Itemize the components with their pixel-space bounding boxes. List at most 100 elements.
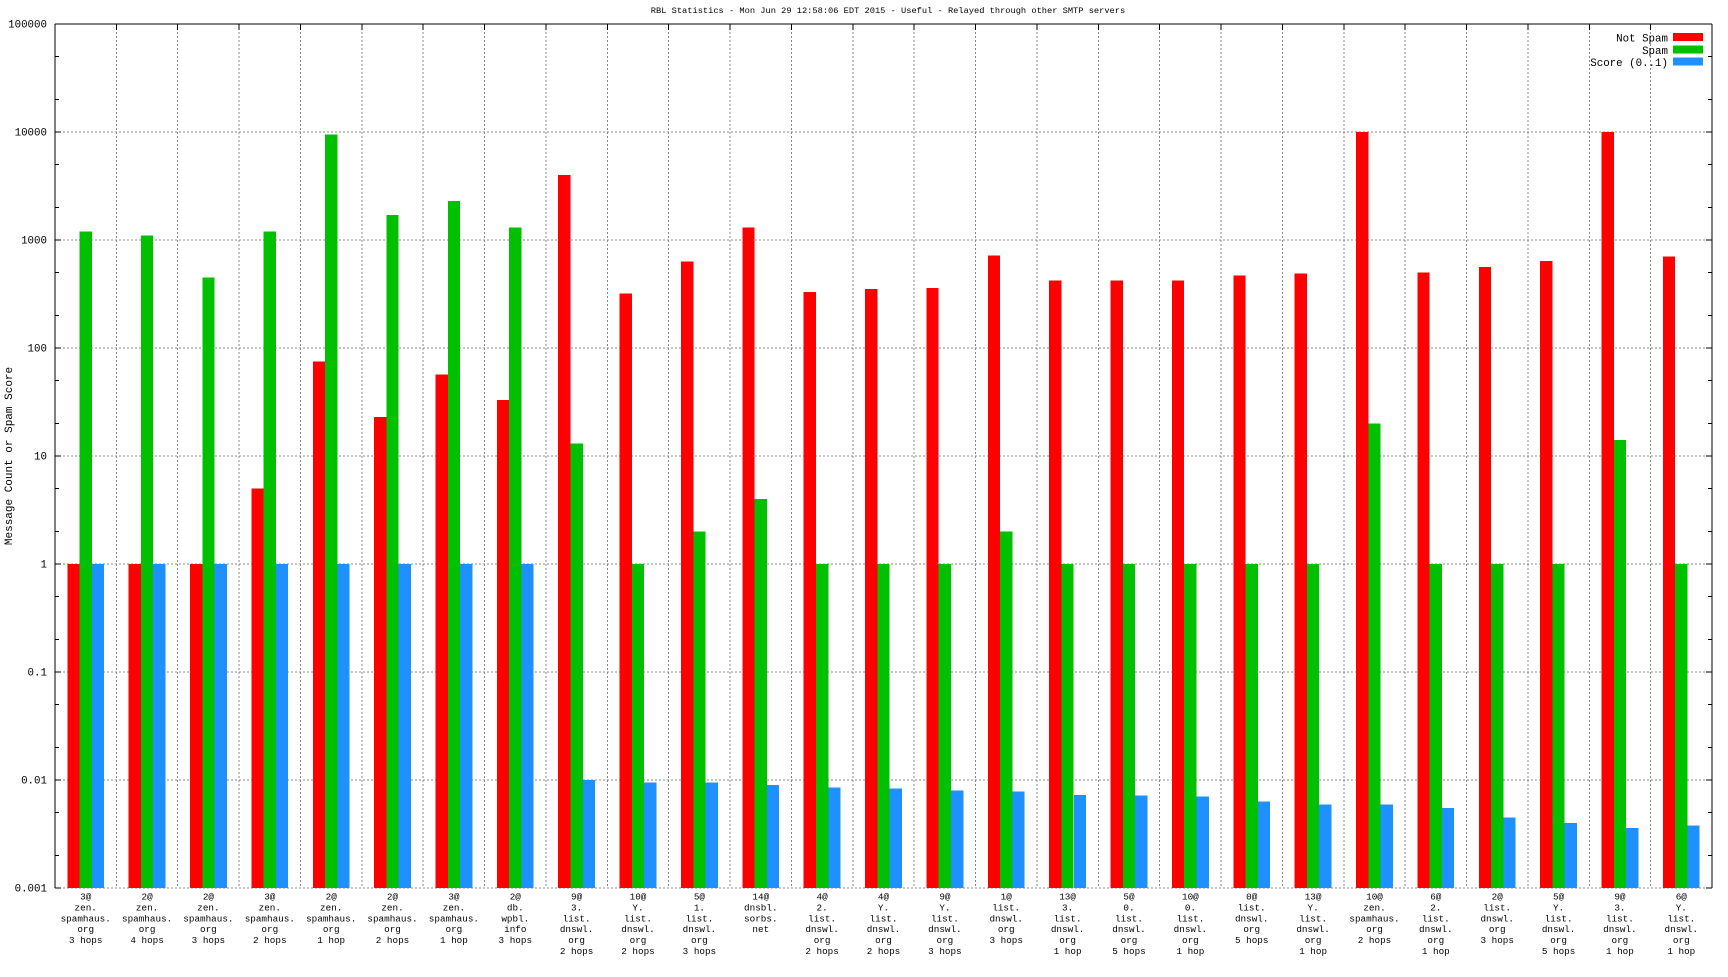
svg-text:list.: list. — [808, 913, 836, 924]
svg-text:org: org — [384, 924, 401, 935]
svg-text:list.: list. — [1176, 913, 1204, 924]
svg-text:3 hops: 3 hops — [499, 935, 532, 946]
svg-text:2 hops: 2 hops — [805, 946, 838, 957]
svg-text:1 hop: 1 hop — [1176, 946, 1204, 957]
svg-text:list.: list. — [624, 913, 652, 924]
svg-text:dnswl.: dnswl. — [1174, 924, 1207, 935]
svg-text:spamhaus.: spamhaus. — [61, 913, 111, 924]
svg-text:zen.: zen. — [381, 902, 403, 913]
svg-text:org: org — [1550, 935, 1567, 946]
svg-text:4@: 4@ — [878, 892, 890, 903]
svg-text:zen.: zen. — [197, 902, 219, 913]
svg-text:zen.: zen. — [136, 902, 158, 913]
svg-text:1: 1 — [41, 560, 47, 572]
svg-text:2 hops: 2 hops — [376, 935, 409, 946]
svg-text:0@: 0@ — [1246, 892, 1258, 903]
svg-text:dnswl.: dnswl. — [1665, 924, 1698, 935]
svg-text:10: 10 — [34, 452, 47, 464]
svg-text:list.: list. — [1483, 902, 1511, 913]
svg-text:dnswl.: dnswl. — [1051, 924, 1084, 935]
svg-text:2 hops: 2 hops — [1358, 935, 1391, 946]
svg-text:info: info — [504, 924, 526, 935]
svg-text:1000: 1000 — [21, 236, 47, 248]
svg-text:spamhaus.: spamhaus. — [429, 913, 479, 924]
svg-text:Not Spam: Not Spam — [1616, 34, 1668, 46]
svg-text:2@: 2@ — [387, 892, 399, 903]
svg-text:org: org — [139, 924, 156, 935]
svg-text:2 hops: 2 hops — [867, 946, 900, 957]
svg-text:5 hops: 5 hops — [1542, 946, 1575, 957]
svg-text:100: 100 — [28, 344, 47, 356]
svg-text:4@: 4@ — [817, 892, 829, 903]
svg-text:org: org — [1059, 935, 1076, 946]
svg-text:zen.: zen. — [320, 902, 342, 913]
svg-text:3 hops: 3 hops — [989, 935, 1022, 946]
svg-text:dnswl.: dnswl. — [1419, 924, 1452, 935]
svg-text:list.: list. — [1115, 913, 1143, 924]
svg-text:list.: list. — [992, 902, 1020, 913]
svg-text:0.1: 0.1 — [28, 668, 47, 680]
svg-text:6@: 6@ — [1430, 892, 1442, 903]
svg-text:dnswl.: dnswl. — [1480, 913, 1513, 924]
svg-text:5@: 5@ — [1123, 892, 1135, 903]
svg-text:dnswl.: dnswl. — [621, 924, 654, 935]
svg-text:9@: 9@ — [1614, 892, 1626, 903]
svg-text:1 hop: 1 hop — [1054, 946, 1082, 957]
svg-text:2@: 2@ — [203, 892, 215, 903]
svg-text:org: org — [1673, 935, 1690, 946]
svg-text:3.: 3. — [1062, 902, 1073, 913]
svg-text:2.: 2. — [817, 902, 828, 913]
svg-text:3@: 3@ — [264, 892, 276, 903]
svg-text:Y.: Y. — [878, 902, 889, 913]
svg-text:org: org — [1427, 935, 1444, 946]
svg-text:2@: 2@ — [1492, 892, 1504, 903]
svg-text:1 hop: 1 hop — [1299, 946, 1327, 957]
svg-text:org: org — [630, 935, 647, 946]
svg-text:1 hop: 1 hop — [1422, 946, 1450, 957]
svg-text:13@: 13@ — [1305, 892, 1322, 903]
svg-text:org: org — [1243, 924, 1260, 935]
svg-text:dnswl.: dnswl. — [1235, 913, 1268, 924]
svg-text:1 hop: 1 hop — [1606, 946, 1634, 957]
svg-text:3 hops: 3 hops — [1480, 935, 1513, 946]
svg-text:spamhaus.: spamhaus. — [245, 913, 295, 924]
svg-text:4 hops: 4 hops — [130, 935, 163, 946]
svg-text:5 hops: 5 hops — [1235, 935, 1268, 946]
svg-text:3 hops: 3 hops — [683, 946, 716, 957]
svg-text:spamhaus.: spamhaus. — [183, 913, 233, 924]
svg-text:9@: 9@ — [939, 892, 951, 903]
svg-text:list.: list. — [1667, 913, 1695, 924]
svg-text:dnswl.: dnswl. — [560, 924, 593, 935]
svg-text:dnswl.: dnswl. — [867, 924, 900, 935]
svg-text:Spam: Spam — [1642, 46, 1668, 58]
svg-text:1@: 1@ — [1001, 892, 1013, 903]
svg-text:Score (0..1): Score (0..1) — [1590, 58, 1668, 70]
svg-text:list.: list. — [1545, 913, 1573, 924]
svg-text:5 hops: 5 hops — [1112, 946, 1145, 957]
svg-text:dnswl.: dnswl. — [1542, 924, 1575, 935]
svg-text:list.: list. — [685, 913, 713, 924]
svg-text:9@: 9@ — [571, 892, 583, 903]
svg-text:2 hops: 2 hops — [621, 946, 654, 957]
svg-text:3.: 3. — [571, 902, 582, 913]
svg-text:org: org — [261, 924, 278, 935]
svg-text:dnswl.: dnswl. — [928, 924, 961, 935]
svg-text:Y.: Y. — [1676, 902, 1687, 913]
svg-text:org: org — [1489, 924, 1506, 935]
svg-text:2.: 2. — [1430, 902, 1441, 913]
svg-text:0.: 0. — [1185, 902, 1196, 913]
svg-text:dnswl.: dnswl. — [1296, 924, 1329, 935]
svg-text:org: org — [1305, 935, 1322, 946]
svg-text:org: org — [1121, 935, 1138, 946]
svg-text:dnswl.: dnswl. — [1603, 924, 1636, 935]
svg-text:list.: list. — [1054, 913, 1082, 924]
svg-text:13@: 13@ — [1059, 892, 1076, 903]
svg-text:list.: list. — [1238, 902, 1266, 913]
svg-text:3 hops: 3 hops — [928, 946, 961, 957]
svg-text:org: org — [1182, 935, 1199, 946]
svg-text:org: org — [200, 924, 217, 935]
svg-text:3 hops: 3 hops — [192, 935, 225, 946]
svg-text:2@: 2@ — [142, 892, 154, 903]
svg-text:org: org — [691, 935, 708, 946]
svg-text:org: org — [568, 935, 585, 946]
